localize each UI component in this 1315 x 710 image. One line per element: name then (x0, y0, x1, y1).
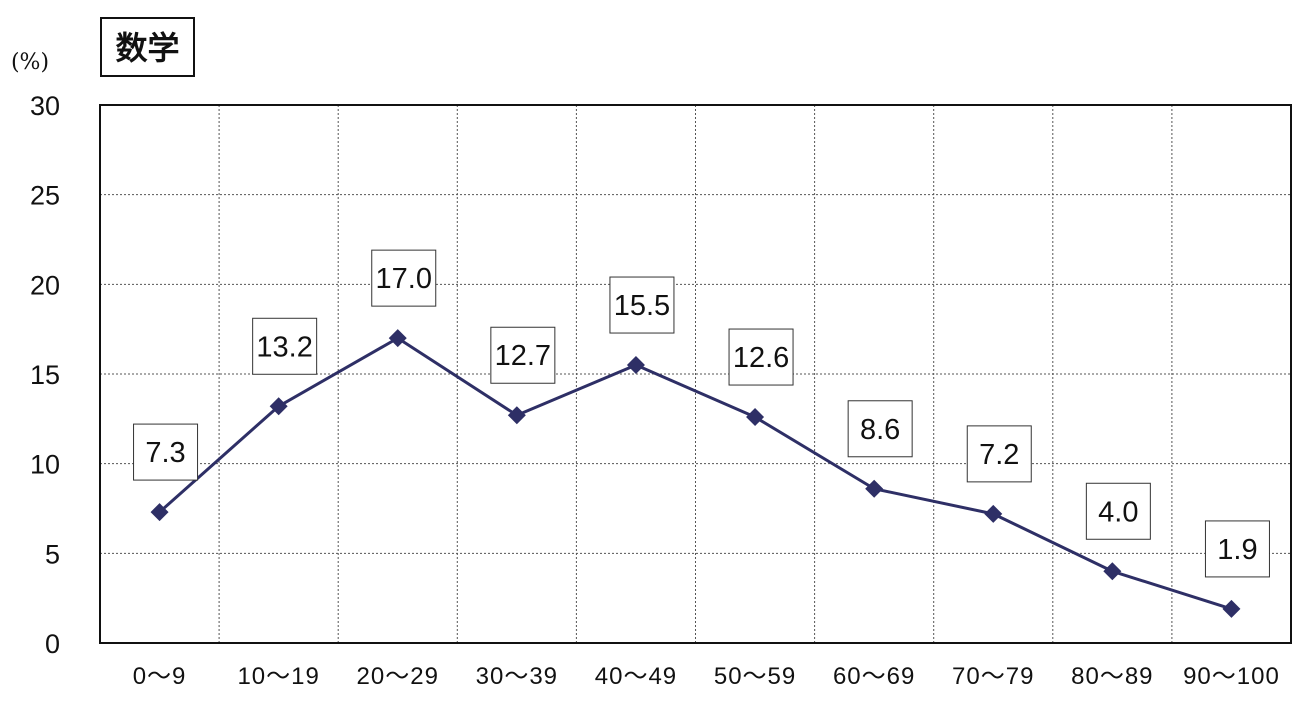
y-tick-label: 5 (45, 539, 60, 569)
data-point-marker (984, 504, 1003, 523)
data-label: 7.3 (145, 437, 185, 469)
data-label: 13.2 (256, 331, 312, 363)
data-label-box (371, 249, 437, 307)
series (150, 329, 1241, 618)
chart-title-text: 数学 (115, 29, 179, 67)
x-tick-label: 50～59 (714, 663, 796, 690)
x-tick-label: 70～79 (952, 663, 1034, 690)
y-tick-label: 0 (45, 629, 60, 659)
data-point-marker (507, 406, 526, 425)
y-tick-label: 25 (30, 181, 60, 211)
data-label: 15.5 (614, 290, 670, 322)
data-point-marker (626, 356, 645, 375)
data-point-marker (269, 397, 288, 416)
x-tick-label: 80～89 (1071, 663, 1153, 690)
data-point-marker (1103, 562, 1122, 581)
data-label-box (133, 423, 199, 481)
data-label: 1.9 (1217, 534, 1257, 566)
y-tick-label: 10 (30, 450, 60, 480)
data-label-box (1204, 520, 1270, 578)
x-tick-label: 20～29 (357, 663, 439, 690)
x-axis-ticks: 0～9 10～19 20～29 30～39 40～49 50～59 60～69 70～79 80… (133, 663, 1280, 690)
data-label-box (847, 400, 913, 458)
data-label-box (728, 328, 794, 386)
data-label-box (966, 425, 1032, 483)
data-label-box (252, 317, 318, 375)
data-label-box (490, 326, 556, 384)
data-point-marker (388, 329, 407, 348)
data-label: 12.6 (733, 342, 789, 374)
data-label-box (609, 276, 675, 334)
y-tick-label: 15 (30, 360, 60, 390)
x-tick-label: 0～9 (133, 663, 187, 690)
data-point-marker (746, 408, 765, 427)
x-tick-label: 90～100 (1183, 663, 1280, 690)
y-axis-ticks: 0 5 10 15 20 25 30 (30, 91, 60, 659)
data-label: 8.6 (860, 414, 900, 446)
plot-area-border (99, 104, 1292, 644)
y-tick-label: 20 (30, 270, 60, 300)
data-labels: 7.3 13.2 17.0 12.7 15.5 12.6 8.6 7.2 4.0 1.9 (133, 249, 1270, 578)
grid (100, 105, 1291, 643)
data-label: 4.0 (1098, 496, 1138, 528)
data-label: 12.7 (495, 340, 551, 372)
data-label: 7.2 (979, 439, 1019, 471)
chart-title-box (100, 17, 195, 77)
y-tick-label: 30 (30, 91, 60, 121)
x-tick-label: 10～19 (237, 663, 319, 690)
data-label-box (1085, 482, 1151, 540)
data-label: 17.0 (376, 263, 432, 295)
series-line (158, 336, 1232, 611)
data-point-marker (865, 479, 884, 498)
x-tick-label: 40～49 (595, 663, 677, 690)
data-point-marker (1222, 599, 1241, 618)
y-axis-unit-label: (%) (11, 50, 49, 75)
data-point-marker (150, 503, 169, 522)
x-tick-label: 30～39 (476, 663, 558, 690)
x-tick-label: 60～69 (833, 663, 915, 690)
chart-title: 数学 (100, 17, 195, 77)
